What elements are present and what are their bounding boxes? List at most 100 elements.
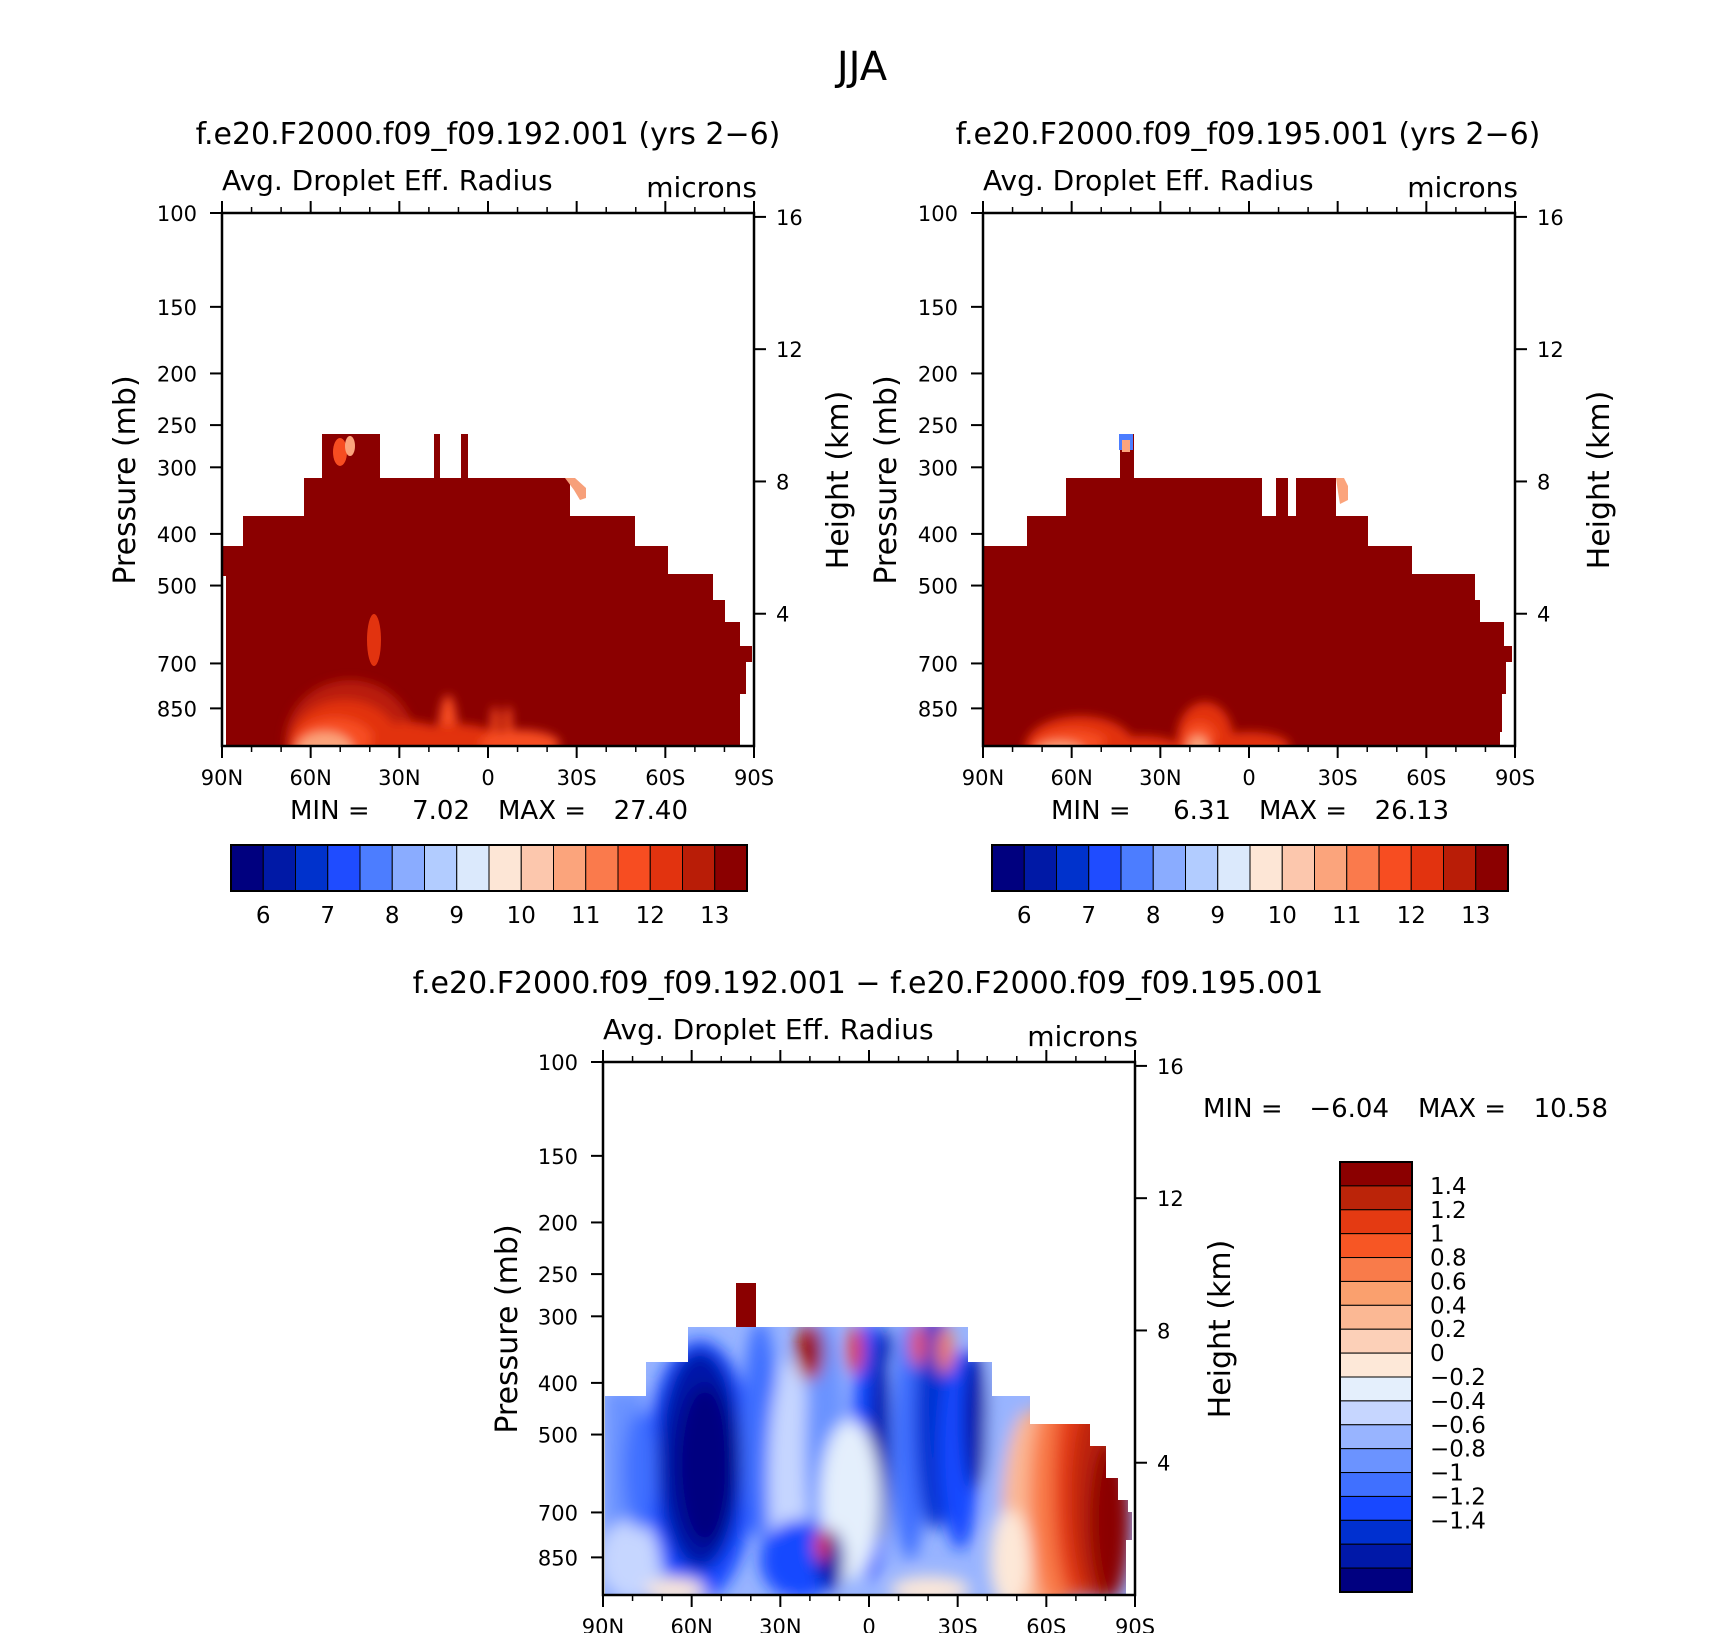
panel-192-min-label: MIN = xyxy=(290,796,370,826)
y-tick-label: 850 xyxy=(157,697,197,721)
figure-title: JJA xyxy=(834,44,888,90)
y-tick-label: 300 xyxy=(157,456,197,480)
panel-192-cell xyxy=(434,434,440,478)
panel-195-units-label: microns xyxy=(1407,171,1518,204)
colorbar-bin xyxy=(424,844,458,892)
colorbar-frame xyxy=(1339,1161,1413,1593)
y-tick-label: 850 xyxy=(918,697,958,721)
colorbar-bin xyxy=(1339,1280,1413,1306)
x-tick-label: 90N xyxy=(201,766,243,790)
y-tick-label: 200 xyxy=(157,362,197,386)
colorbar-tick-label: 7 xyxy=(320,903,335,929)
colorbar-tick-label: −1 xyxy=(1430,1461,1464,1487)
colorbar-tick-label: 1 xyxy=(1430,1222,1445,1248)
panel-195-data-region xyxy=(983,434,1512,746)
panel-192-field-label: Avg. Droplet Eff. Radius xyxy=(222,164,553,197)
x-tick-label: 90S xyxy=(1115,1615,1155,1633)
colorbar-tick-label: −0.6 xyxy=(1430,1413,1486,1439)
panel-192-field xyxy=(222,434,752,746)
colorbar-bin xyxy=(714,844,748,892)
colorbar-bin xyxy=(1088,844,1122,892)
panel-195-minmax: MIN = 6.31 MAX = 26.13 xyxy=(1051,796,1449,826)
panel-diff-title: f.e20.F2000.f09_f09.192.001 − f.e20.F200… xyxy=(413,966,1324,1001)
panel-192-ylabel: Pressure (mb) xyxy=(108,375,143,584)
panel-diff-minmax: MIN = −6.04 MAX = 10.58 xyxy=(1203,1094,1608,1124)
panel-diff-colorbar: 1.41.210.80.60.40.20−0.2−0.4−0.6−0.8−1−1… xyxy=(1339,1161,1486,1593)
panel-192-contour xyxy=(367,614,381,666)
colorbar-bin xyxy=(488,844,522,892)
colorbar-bin xyxy=(1023,844,1057,892)
colorbar-bin xyxy=(1410,844,1444,892)
panel-195-field xyxy=(983,434,1512,746)
colorbar-bin xyxy=(262,844,296,892)
colorbar-tick-label: 12 xyxy=(1397,903,1426,929)
y-right-tick-label: 4 xyxy=(776,603,789,627)
x-tick-label: 30S xyxy=(557,766,597,790)
colorbar-tick-label: 0.2 xyxy=(1430,1317,1467,1343)
panel-192: f.e20.F2000.f09_f09.192.001 (yrs 2−6) Av… xyxy=(108,117,856,929)
colorbar-tick-label: 10 xyxy=(507,903,536,929)
y-tick-label: 500 xyxy=(538,1424,578,1448)
colorbar-bin xyxy=(585,844,619,892)
colorbar-bin xyxy=(1056,844,1090,892)
panel-diff-min-value: −6.04 xyxy=(1309,1094,1389,1124)
colorbar-bin xyxy=(649,844,683,892)
panel-195-max-label: MAX = xyxy=(1259,796,1347,826)
colorbar-bin xyxy=(391,844,425,892)
x-tick-label: 30N xyxy=(378,766,420,790)
y-tick-label: 200 xyxy=(918,362,958,386)
colorbar-bin xyxy=(1339,1519,1413,1545)
colorbar-tick-label: 9 xyxy=(1210,903,1225,929)
colorbar-bin xyxy=(1339,1328,1413,1354)
colorbar-bin xyxy=(682,844,716,892)
y-tick-label: 700 xyxy=(918,652,958,676)
colorbar-tick-label: −1.2 xyxy=(1430,1484,1486,1510)
y-tick-label: 300 xyxy=(918,456,958,480)
x-tick-label: 60N xyxy=(289,766,331,790)
y-tick-label: 500 xyxy=(918,575,958,599)
colorbar-bin xyxy=(230,844,264,892)
colorbar-frame xyxy=(991,844,1509,892)
colorbar-bin xyxy=(991,844,1025,892)
panel-192-max-label: MAX = xyxy=(498,796,586,826)
y-right-tick-label: 16 xyxy=(1157,1055,1184,1079)
colorbar-tick-label: 1.4 xyxy=(1430,1174,1467,1200)
colorbar-bin xyxy=(1339,1424,1413,1450)
panel-195-min-value: 6.31 xyxy=(1173,796,1231,826)
colorbar-bin xyxy=(1339,1304,1413,1330)
colorbar-tick-label: −1.4 xyxy=(1430,1508,1486,1534)
colorbar-tick-label: 11 xyxy=(571,903,600,929)
panel-diff-max-label: MAX = xyxy=(1418,1094,1506,1124)
colorbar-bin xyxy=(1120,844,1154,892)
panel-195: f.e20.F2000.f09_f09.195.001 (yrs 2−6) Av… xyxy=(869,117,1617,929)
colorbar-bin xyxy=(456,844,490,892)
colorbar-tick-label: 13 xyxy=(1461,903,1490,929)
y-right-tick-label: 16 xyxy=(776,206,803,230)
y-tick-label: 100 xyxy=(157,202,197,226)
panel-195-ylabel-right: Height (km) xyxy=(1582,391,1617,570)
colorbar-bin xyxy=(295,844,329,892)
panel-195-axes: 100 150 200 250 300 400 500 700 850 16 12 8 4 90N 60N 3… xyxy=(918,201,1564,790)
y-tick-label: 700 xyxy=(157,652,197,676)
colorbar-tick-label: 12 xyxy=(636,903,665,929)
colorbar-bin xyxy=(617,844,651,892)
y-tick-label: 300 xyxy=(538,1305,578,1329)
colorbar-bin xyxy=(1185,844,1219,892)
x-tick-label: 60N xyxy=(1050,766,1092,790)
colorbar-tick-label: 11 xyxy=(1332,903,1361,929)
colorbar-bin xyxy=(520,844,554,892)
y-right-tick-label: 16 xyxy=(1537,206,1564,230)
x-tick-label: 90N xyxy=(582,1615,624,1633)
colorbar-bin xyxy=(1339,1472,1413,1497)
panel-195-colorbar: 6 7 8 9 10 11 12 13 xyxy=(991,844,1509,929)
panel-192-data-region xyxy=(222,434,752,746)
panel-diff-field-label: Avg. Droplet Eff. Radius xyxy=(603,1013,934,1046)
colorbar-bin xyxy=(1339,1352,1413,1378)
y-tick-label: 200 xyxy=(538,1211,578,1235)
colorbar-bin xyxy=(1339,1448,1413,1474)
colorbar-tick-label: 13 xyxy=(700,903,729,929)
panel-192-edge xyxy=(565,478,586,500)
x-tick-label: 0 xyxy=(481,766,494,790)
panel-diff-field xyxy=(605,1283,1132,1595)
